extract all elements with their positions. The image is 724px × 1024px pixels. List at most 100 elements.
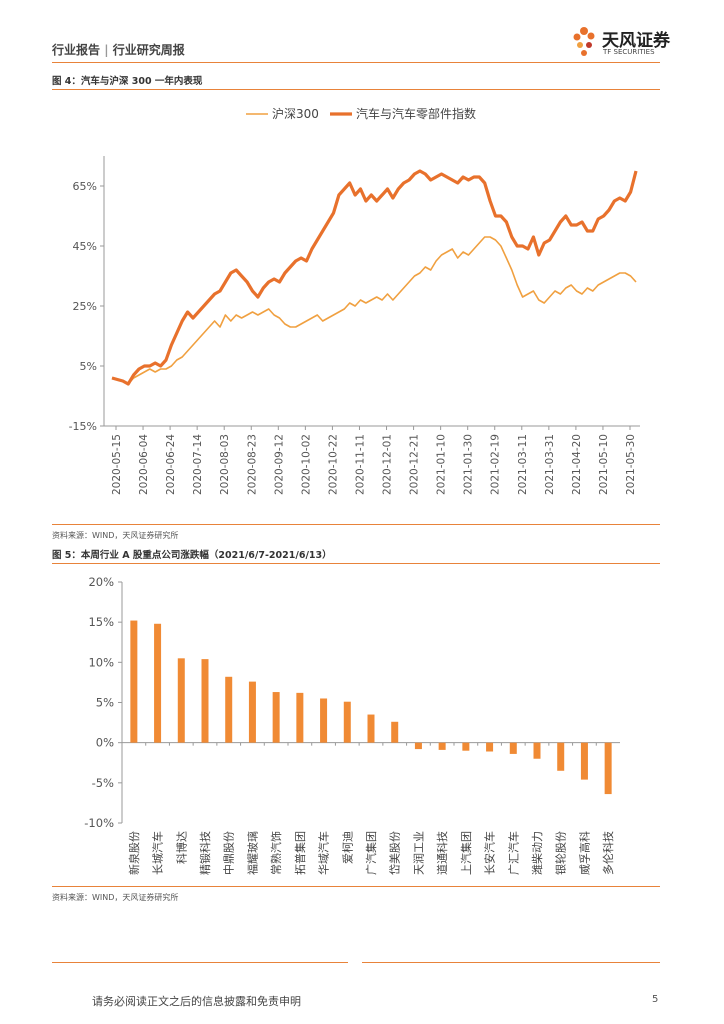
bar-4 <box>201 659 209 743</box>
line-chart-x-tick-labels: 2020-05-15 2020-06-04 2020-06-24 2020-07-14… <box>111 426 637 495</box>
y-tick-label: 0% <box>96 736 114 750</box>
bar-chart: -10% -5% 0% 5% 10% 15% 20% 新泉股份 长城汽车 科博达 精锻科技 中鼎股份… <box>84 575 620 875</box>
category-label: 拓普集团 <box>293 831 307 875</box>
bar-16 <box>486 742 494 752</box>
category-label: 长城汽车 <box>151 831 165 875</box>
bar-2 <box>154 623 162 743</box>
footer-disclaimer: 请务必阅读正文之后的信息披露和免责申明 <box>92 995 301 1008</box>
y-tick-label: -15% <box>69 420 97 433</box>
y-tick-label: 45% <box>73 240 97 253</box>
logo-subtitle: TF SECURITIES <box>603 48 655 56</box>
category-label: 常熟汽饰 <box>269 831 283 875</box>
x-tick-label: 2021-05-10 <box>598 434 610 495</box>
category-label: 潍柴动力 <box>530 831 544 875</box>
category-label: 长安汽车 <box>483 831 497 875</box>
page-number: 5 <box>652 994 659 1005</box>
x-tick-label: 2020-12-21 <box>409 434 421 495</box>
y-tick-label: 65% <box>73 180 97 193</box>
category-label: 精锻科技 <box>198 831 212 875</box>
y-tick-label: 20% <box>88 575 114 589</box>
y-tick-label: 15% <box>88 615 114 629</box>
x-tick-label: 2020-08-23 <box>246 434 258 495</box>
header-rule <box>52 62 660 63</box>
bar-15 <box>462 742 470 751</box>
line-chart-legend: 沪深300 汽车与汽车零部件指数 <box>246 106 476 121</box>
bar-chart-category-labels: 新泉股份 长城汽车 科博达 精锻科技 中鼎股份 福耀玻璃 常熟汽饰 拓普集团 华域汽车 爱柯迪 广汽… <box>121 742 615 875</box>
header-separator: | <box>104 43 113 57</box>
y-tick-label: 5% <box>80 360 97 373</box>
bar-5 <box>225 676 233 743</box>
x-tick-label: 2021-03-11 <box>517 434 529 495</box>
report-subtype: 行业研究周报 <box>112 43 185 57</box>
bar-chart-axes <box>121 582 620 823</box>
category-label: 中鼎股份 <box>223 831 236 875</box>
bar-8 <box>296 692 304 743</box>
footer-rule-left <box>52 962 348 963</box>
x-tick-label: 2020-11-11 <box>354 434 366 495</box>
figure4-source: 资料来源：WIND，天风证券研究所 <box>52 531 179 540</box>
figure4-source-rule <box>52 524 660 525</box>
bar-20 <box>580 742 588 780</box>
x-tick-label: 2020-12-01 <box>382 434 394 495</box>
figure5-title: 图 5：本周行业 A 股重点公司涨跌幅（2021/6/7-2021/6/13） <box>52 550 332 561</box>
category-label: 福耀玻璃 <box>245 831 259 875</box>
report-type: 行业报告 <box>52 43 101 57</box>
logo-name: 天风证券 <box>602 31 670 51</box>
line-chart-y-tick-labels: -15% 5% 25% 45% 65% <box>69 180 104 433</box>
bar-21 <box>604 742 612 795</box>
bar-17 <box>509 742 517 754</box>
category-label: 岱美股份 <box>388 831 402 875</box>
bar-10 <box>343 701 351 743</box>
x-tick-label: 2021-05-30 <box>625 434 637 495</box>
bar-3 <box>177 658 185 743</box>
x-tick-label: 2021-01-30 <box>463 434 475 495</box>
bar-19 <box>557 742 565 771</box>
bar-1 <box>130 620 138 743</box>
category-label: 广汽集团 <box>364 831 378 875</box>
bar-9 <box>320 698 328 743</box>
series-line-2 <box>111 169 638 386</box>
figure5-source-rule <box>52 886 660 887</box>
x-tick-label: 2020-06-24 <box>165 434 177 495</box>
legend-label-2: 汽车与汽车零部件指数 <box>356 106 476 121</box>
bar-chart-bars <box>130 620 612 795</box>
category-label: 上汽集团 <box>459 831 473 875</box>
y-tick-label: -10% <box>84 816 114 830</box>
y-tick-label: 5% <box>96 696 114 710</box>
bar-11 <box>367 714 375 743</box>
y-tick-label: -5% <box>92 776 114 790</box>
footer-rule-right <box>362 962 660 963</box>
x-tick-label: 2020-05-15 <box>111 434 123 495</box>
x-tick-label: 2020-09-12 <box>273 434 285 495</box>
bar-12 <box>391 721 399 743</box>
series-line-1 <box>111 236 637 385</box>
bar-14 <box>438 742 446 750</box>
bar-7 <box>272 692 280 743</box>
logo-mark-icon <box>573 27 595 56</box>
legend-label-1: 沪深300 <box>272 107 319 121</box>
figure5-title-rule <box>52 563 660 564</box>
bar-13 <box>414 742 422 750</box>
figure4-title: 图 4：汽车与沪深 300 一年内表现 <box>52 76 203 87</box>
figure4-title-rule <box>52 89 660 90</box>
category-label: 威孚高科 <box>577 831 591 875</box>
line-chart-series <box>111 169 638 386</box>
category-label: 华域汽车 <box>317 831 331 875</box>
x-tick-label: 2020-10-22 <box>327 434 339 495</box>
category-label: 爱柯迪 <box>341 831 354 864</box>
x-tick-label: 2021-03-31 <box>544 434 556 495</box>
line-chart-axes <box>103 156 640 427</box>
bar-18 <box>533 742 541 759</box>
x-tick-label: 2020-06-04 <box>138 434 150 495</box>
category-label: 多伦科技 <box>601 831 615 875</box>
category-label: 天润工业 <box>411 831 425 875</box>
category-label: 银轮股份 <box>554 831 568 875</box>
x-tick-label: 2020-07-14 <box>192 434 204 495</box>
bar-6 <box>248 681 256 743</box>
category-label: 新泉股份 <box>127 831 141 875</box>
bar-chart-y-tick-labels: -10% -5% 0% 5% 10% 15% 20% <box>84 575 122 830</box>
category-label: 科博达 <box>174 831 188 864</box>
category-label: 广汇汽车 <box>506 831 520 875</box>
category-label: 道通科技 <box>435 831 449 875</box>
company-logo: 天风证券 TF SECURITIES <box>570 24 674 60</box>
